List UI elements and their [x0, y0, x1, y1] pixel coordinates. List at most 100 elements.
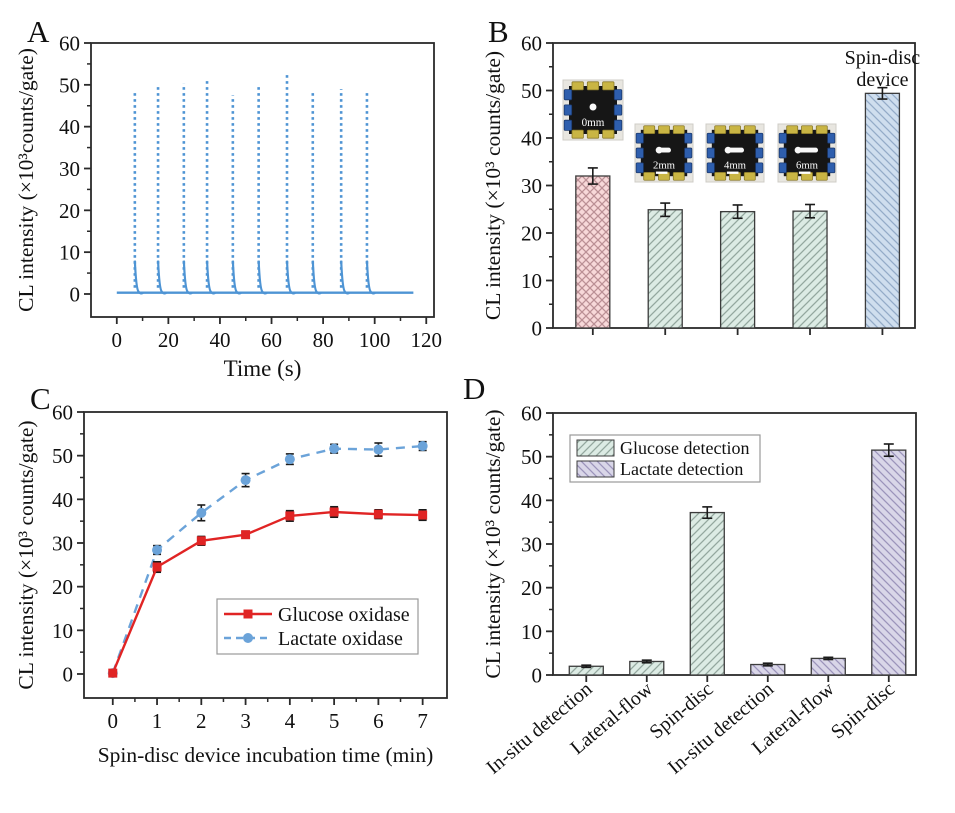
- y-tick-label: 40: [59, 115, 80, 139]
- inset-label: 0mm: [582, 117, 605, 129]
- x-tick-label: 6: [373, 709, 384, 733]
- sample-well: [589, 103, 597, 111]
- y-tick-label: 20: [59, 199, 80, 223]
- bar-lactate-spin-disc: [871, 449, 907, 676]
- marker: [329, 443, 340, 454]
- marker: [240, 475, 251, 486]
- x-axis-label: Time (s): [224, 356, 302, 381]
- bar-lactate-lateral-flow: [810, 657, 846, 676]
- chart-c-incubation-lines: 0 10 20 30 40 50 60 0 1 2 3 4 5 6 7 CL intensity (×10³ …: [14, 401, 448, 767]
- x-tick-label: 7: [417, 709, 428, 733]
- inset-label: 4mm: [724, 160, 747, 172]
- y-tick-label: 0: [532, 317, 543, 341]
- channel: [798, 147, 819, 153]
- x-tick-label: 80: [313, 328, 334, 352]
- plot-frame: [552, 412, 917, 676]
- x-category-label: Spin-disc: [827, 678, 899, 743]
- panel-letter-a: A: [27, 14, 50, 49]
- y-tick-label: 20: [521, 576, 542, 600]
- marker: [417, 441, 428, 452]
- y-tick-label: 0: [63, 662, 74, 686]
- panel-letter-d: D: [463, 371, 486, 406]
- x-tick-label: 40: [209, 328, 230, 352]
- x-category-label: In-situ detection: [664, 678, 778, 779]
- y-tick-label: 30: [521, 174, 542, 198]
- marker: [196, 536, 206, 546]
- y-tick-label: 10: [521, 269, 542, 293]
- scale-bar: [655, 171, 668, 174]
- bar-2mm: [647, 209, 683, 329]
- x-tick-label: 20: [158, 328, 179, 352]
- y-axis-label: CL intensity (×10³ counts/gate): [14, 420, 38, 689]
- x-tick-label: 1: [152, 709, 163, 733]
- axes: 0 10 20 30 40 50 60 0 20 40 60 80 100 120: [59, 32, 442, 353]
- y-tick-label: 50: [521, 79, 542, 103]
- y-tick-label: 50: [521, 445, 542, 469]
- bars: [575, 86, 901, 329]
- bars: [568, 443, 907, 676]
- marker: [108, 668, 118, 678]
- x-tick-label: 0: [108, 709, 119, 733]
- plot-frame: [90, 42, 435, 318]
- panel-letter-c: C: [30, 381, 51, 416]
- y-tick-label: 10: [59, 241, 80, 265]
- marker: [418, 510, 428, 520]
- bar-0mm: [575, 175, 611, 329]
- x-tick-label: 0: [112, 328, 123, 352]
- chart-b-distance-bars: 0 10 20 30 40 50 60 CL intensity (×10³ counts/g…: [481, 32, 921, 341]
- chart-d-method-bars: 0 10 20 30 40 50 60 CL intensity (×10³ counts/g…: [481, 402, 917, 779]
- x-axis-label: Spin-disc device incubation time (min): [98, 743, 434, 767]
- marker: [196, 507, 207, 518]
- y-tick-label: 40: [521, 127, 542, 151]
- legend-label: Lactate oxidase: [278, 628, 403, 650]
- x-tick-label: 4: [285, 709, 296, 733]
- y-axis-label: CL intensity (×10³ counts/gate): [481, 409, 505, 678]
- x-tick-label: 3: [240, 709, 251, 733]
- y-tick-label: 0: [532, 664, 543, 688]
- marker: [152, 544, 163, 555]
- bar-glucose-spin-disc: [689, 511, 725, 676]
- x-tick-label: 2: [196, 709, 207, 733]
- device-inset-6mm: 6mm: [777, 123, 837, 183]
- series-glucose-oxidase: [108, 505, 428, 678]
- y-tick-label: 20: [521, 222, 542, 246]
- device-inset-0mm: 0mm: [562, 79, 624, 141]
- y-tick-label: 30: [59, 157, 80, 181]
- scale-bar: [798, 171, 811, 174]
- y-tick-label: 50: [52, 444, 73, 468]
- legend-swatch: [576, 460, 615, 478]
- inset-label: 6mm: [796, 160, 819, 172]
- y-tick-label: 10: [52, 619, 73, 643]
- chart-a-spike-train: 0 10 20 30 40 50 60 0 20 40 60 80 100 120 CL intensity…: [14, 32, 442, 382]
- y-tick-label: 0: [70, 282, 81, 306]
- channel: [728, 147, 744, 153]
- marker: [152, 562, 162, 572]
- legend-label: Lactate detection: [620, 459, 743, 479]
- marker: [285, 511, 295, 521]
- legend-label: Glucose detection: [620, 438, 749, 458]
- bar-spin-disc-device: [864, 92, 901, 329]
- legend-swatch: [576, 439, 615, 457]
- y-tick-label: 40: [521, 489, 542, 513]
- x-tick-label: 120: [411, 328, 443, 352]
- spike-series: [116, 74, 414, 295]
- marker: [329, 507, 339, 517]
- y-tick-label: 20: [52, 575, 73, 599]
- y-axis-label: CL intensity (×10³ counts/gate): [481, 51, 505, 320]
- y-tick-label: 60: [52, 401, 73, 425]
- bar-6mm: [792, 210, 828, 329]
- marker: [241, 530, 251, 540]
- marker: [373, 444, 384, 455]
- y-tick-label: 60: [521, 32, 542, 56]
- y-tick-label: 50: [59, 73, 80, 97]
- plot-frame: [83, 411, 448, 699]
- panel-letter-b: B: [488, 14, 509, 49]
- channel: [659, 147, 671, 153]
- y-tick-label: 30: [521, 533, 542, 557]
- bar-4mm: [719, 210, 756, 329]
- scale-bar: [726, 171, 739, 174]
